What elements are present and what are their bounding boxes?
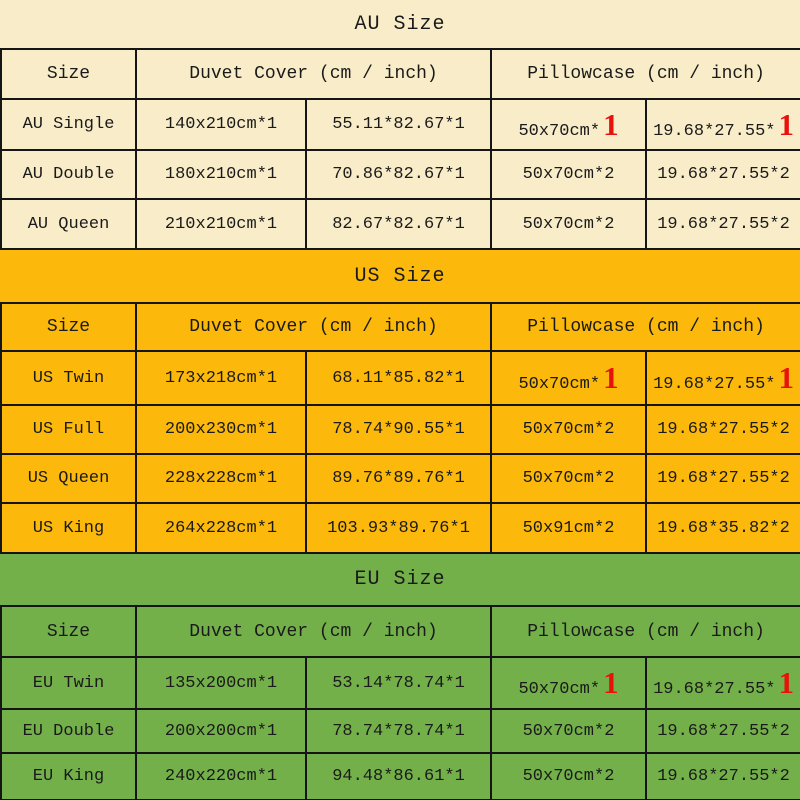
pillowcase-cm-cell: 50x70cm*2 [490,453,648,504]
col-header-pillowcase: Pillowcase (cm / inch) [490,48,800,100]
col-header-pillowcase: Pillowcase (cm / inch) [490,302,800,352]
size-cell: US Queen [0,453,137,504]
us-size-table: Size Duvet Cover (cm / inch) Pillowcase … [0,302,800,554]
duvet-inch-cell: 68.11*85.82*1 [304,350,493,406]
duvet-cm-cell: 240x220cm*1 [135,752,307,800]
size-cell: US King [0,502,137,554]
pillowcase-inch-cell: 19.68*27.55*2 [645,198,800,250]
red-quantity-highlight: 1 [603,665,619,700]
table-row: AU Double 180x210cm*1 70.86*82.67*1 50x7… [0,149,800,200]
duvet-cm-cell: 180x210cm*1 [135,149,307,200]
size-cell: AU Single [0,98,137,151]
size-cell: EU Twin [0,656,137,710]
pillowcase-inch-cell: 19.68*27.55*2 [645,149,800,200]
pillowcase-inch-cell: 19.68*27.55*2 [645,404,800,455]
table-row: EU Double 200x200cm*1 78.74*78.74*1 50x7… [0,708,800,754]
duvet-inch-cell: 78.74*90.55*1 [304,404,493,455]
us-size-section: US Size Size Duvet Cover (cm / inch) Pil… [0,250,800,554]
duvet-inch-cell: 53.14*78.74*1 [304,656,493,710]
pillowcase-cm-cell: 50x70cm*2 [490,149,648,200]
size-cell: US Twin [0,350,137,406]
eu-size-table: Size Duvet Cover (cm / inch) Pillowcase … [0,605,800,800]
au-size-table: Size Duvet Cover (cm / inch) Pillowcase … [0,48,800,250]
duvet-cm-cell: 264x228cm*1 [135,502,307,554]
table-row: US King 264x228cm*1 103.93*89.76*1 50x91… [0,502,800,554]
size-cell: US Full [0,404,137,455]
col-header-duvet-cover: Duvet Cover (cm / inch) [134,302,493,352]
col-header-duvet-cover: Duvet Cover (cm / inch) [134,48,493,100]
duvet-cm-cell: 228x228cm*1 [135,453,307,504]
pillowcase-cm-text: 50x70cm* [518,680,601,699]
col-header-size: Size [0,48,137,100]
duvet-inch-cell: 82.67*82.67*1 [304,198,493,250]
table-row: US Twin 173x218cm*1 68.11*85.82*1 50x70c… [0,350,800,406]
red-quantity-highlight: 1 [778,106,794,142]
table-row: AU Single 140x210cm*1 55.11*82.67*1 50x7… [0,98,800,151]
size-cell: AU Double [0,149,137,200]
table-row: EU King 240x220cm*1 94.48*86.61*1 50x70c… [0,752,800,800]
duvet-cm-cell: 210x210cm*1 [135,198,307,250]
pillowcase-cm-cell: 50x70cm*2 [490,404,648,455]
col-header-duvet-cover: Duvet Cover (cm / inch) [134,605,493,658]
duvet-inch-cell: 55.11*82.67*1 [304,98,493,151]
red-quantity-highlight: 1 [603,106,619,142]
pillowcase-inch-text: 19.68*27.55* [653,375,776,394]
pillowcase-cm-cell: 50x70cm*1 [490,350,648,406]
header-row: Size Duvet Cover (cm / inch) Pillowcase … [0,302,800,352]
pillowcase-cm-cell: 50x91cm*2 [490,502,648,554]
pillowcase-cm-cell: 50x70cm*2 [490,752,648,800]
pillowcase-inch-cell: 19.68*27.55*2 [645,708,800,754]
duvet-cm-cell: 140x210cm*1 [135,98,307,151]
pillowcase-inch-text: 19.68*27.55* [653,121,776,141]
pillowcase-cm-cell: 50x70cm*1 [490,98,648,151]
duvet-inch-cell: 78.74*78.74*1 [304,708,493,754]
duvet-cm-cell: 200x200cm*1 [135,708,307,754]
pillowcase-inch-cell: 19.68*27.55*1 [645,98,800,151]
au-size-section: AU Size Size Duvet Cover (cm / inch) Pil… [0,0,800,250]
pillowcase-inch-cell: 19.68*27.55*1 [645,656,800,710]
table-row: EU Twin 135x200cm*1 53.14*78.74*1 50x70c… [0,656,800,710]
pillowcase-cm-text: 50x70cm* [518,121,601,141]
duvet-cm-cell: 173x218cm*1 [135,350,307,406]
section-title-au: AU Size [354,12,446,36]
duvet-cm-cell: 200x230cm*1 [135,404,307,455]
col-header-size: Size [0,605,137,658]
table-row: AU Queen 210x210cm*1 82.67*82.67*1 50x70… [0,198,800,250]
section-title-eu: EU Size [354,568,446,591]
pillowcase-inch-cell: 19.68*27.55*1 [645,350,800,406]
duvet-inch-cell: 89.76*89.76*1 [304,453,493,504]
duvet-inch-cell: 103.93*89.76*1 [304,502,493,554]
duvet-inch-cell: 70.86*82.67*1 [304,149,493,200]
pillowcase-inch-cell: 19.68*27.55*2 [645,453,800,504]
pillowcase-inch-text: 19.68*27.55* [653,680,776,699]
duvet-cm-cell: 135x200cm*1 [135,656,307,710]
pillowcase-cm-cell: 50x70cm*2 [490,198,648,250]
size-cell: EU King [0,752,137,800]
pillowcase-cm-cell: 50x70cm*1 [490,656,648,710]
table-row: US Queen 228x228cm*1 89.76*89.76*1 50x70… [0,453,800,504]
red-quantity-highlight: 1 [778,360,794,395]
col-header-pillowcase: Pillowcase (cm / inch) [490,605,800,658]
red-quantity-highlight: 1 [778,665,794,700]
header-row: Size Duvet Cover (cm / inch) Pillowcase … [0,48,800,100]
red-quantity-highlight: 1 [603,360,619,395]
size-cell: EU Double [0,708,137,754]
col-header-size: Size [0,302,137,352]
section-title-us: US Size [354,264,446,288]
eu-size-section: EU Size Size Duvet Cover (cm / inch) Pil… [0,554,800,800]
size-cell: AU Queen [0,198,137,250]
pillowcase-inch-cell: 19.68*27.55*2 [645,752,800,800]
pillowcase-cm-cell: 50x70cm*2 [490,708,648,754]
table-row: US Full 200x230cm*1 78.74*90.55*1 50x70c… [0,404,800,455]
pillowcase-inch-cell: 19.68*35.82*2 [645,502,800,554]
pillowcase-cm-text: 50x70cm* [518,375,601,394]
header-row: Size Duvet Cover (cm / inch) Pillowcase … [0,605,800,658]
duvet-inch-cell: 94.48*86.61*1 [304,752,493,800]
